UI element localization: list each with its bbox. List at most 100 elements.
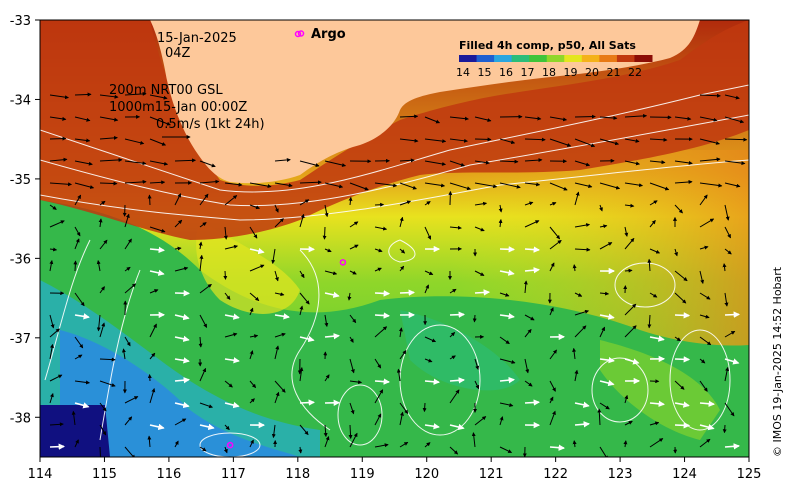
current-vector: [199, 283, 212, 294]
current-vector: [124, 336, 131, 347]
current-vector: [599, 379, 615, 387]
current-vector: [74, 182, 95, 189]
current-vector: [424, 201, 431, 206]
current-vector: [174, 335, 190, 342]
current-vector: [699, 292, 711, 300]
colorbar-segment: [581, 55, 600, 62]
current-vector: [699, 93, 721, 98]
current-vector: [199, 446, 207, 452]
current-vector: [274, 270, 279, 282]
current-vector: [624, 420, 633, 426]
current-vector: [398, 327, 403, 338]
current-vector: [74, 354, 83, 360]
current-vector: [249, 226, 258, 239]
current-vector: [74, 238, 80, 250]
x-tick-label: 122: [543, 467, 568, 482]
current-vector: [474, 380, 480, 390]
current-vector: [674, 422, 691, 429]
current-vector: [349, 358, 355, 374]
current-vector: [249, 380, 257, 389]
current-vector: [374, 443, 389, 448]
current-vector: [399, 411, 404, 426]
current-vector: [324, 270, 338, 276]
current-vector: [524, 220, 540, 228]
current-vector: [624, 237, 635, 250]
current-vector: [599, 356, 615, 364]
current-vector: [724, 358, 740, 365]
current-vector: [624, 226, 629, 237]
current-vector: [199, 160, 216, 168]
current-vector: [223, 270, 228, 280]
current-vector: [121, 348, 126, 360]
current-vector: [524, 158, 543, 163]
current-vector: [74, 439, 79, 448]
x-tick-label: 125: [737, 467, 762, 482]
current-vector: [274, 204, 279, 213]
current-vector: [124, 160, 147, 166]
current-vector: [424, 378, 441, 385]
current-vector: [374, 326, 388, 338]
y-tick-label: -38: [10, 411, 31, 426]
current-vector: [649, 438, 664, 448]
current-vector: [724, 94, 740, 100]
current-vector: [98, 218, 103, 228]
colorbar-tick-label: 21: [607, 66, 621, 79]
current-vector: [699, 358, 706, 364]
current-vector: [499, 376, 515, 384]
current-vector: [424, 160, 447, 166]
current-vector: [472, 314, 477, 323]
current-vector: [647, 258, 652, 272]
current-vector: [699, 194, 708, 206]
argo-legend-marker: [294, 30, 302, 38]
current-vector: [224, 292, 231, 300]
x-tick-label: 121: [479, 467, 504, 482]
current-vector: [199, 193, 209, 206]
current-vector: [471, 432, 476, 448]
current-vector: [149, 423, 165, 431]
current-vector: [99, 357, 116, 362]
current-vector: [549, 262, 555, 272]
current-vector: [499, 312, 515, 320]
current-vector: [299, 367, 304, 382]
current-vector: [348, 196, 353, 206]
current-vector: [699, 424, 715, 431]
current-vector: [599, 138, 620, 146]
current-vector: [198, 336, 203, 348]
current-vector: [524, 246, 541, 253]
current-vector: [574, 292, 583, 297]
current-vector: [399, 248, 406, 254]
current-vector: [399, 158, 415, 163]
current-vector: [323, 424, 328, 438]
current-vector: [649, 182, 670, 191]
current-vector: [99, 402, 107, 412]
current-vector: [374, 312, 391, 319]
current-vector: [99, 116, 119, 122]
current-vector: [224, 401, 240, 409]
current-vector: [199, 367, 207, 382]
current-vector: [674, 336, 681, 342]
credit-label: © IMOS 19-Jan-2025 14:52 Hobart: [771, 266, 784, 457]
current-vector: [624, 160, 641, 166]
y-tick-label: -34: [10, 93, 31, 108]
current-vector: [524, 201, 534, 206]
current-vector: [474, 160, 490, 165]
current-vector: [274, 391, 280, 404]
current-vector: [724, 443, 741, 450]
colorbar-title: Filled 4h comp, p50, All Sats: [459, 39, 636, 52]
current-vector: [299, 213, 305, 228]
current-vector: [549, 116, 568, 122]
current-vector: [424, 138, 447, 144]
current-vector: [49, 259, 54, 272]
current-vector: [499, 416, 504, 426]
current-vector: [474, 226, 485, 232]
date-label: 15-Jan-2025: [157, 31, 237, 46]
current-vector: [474, 416, 487, 426]
colorbar-tick-label: 14: [456, 66, 470, 79]
current-vector: [349, 336, 354, 343]
current-vector: [699, 314, 710, 319]
current-vector: [274, 157, 291, 162]
current-vector: [722, 263, 727, 272]
current-vector: [724, 292, 729, 307]
current-vector: [549, 444, 566, 451]
current-vector: [124, 213, 130, 228]
